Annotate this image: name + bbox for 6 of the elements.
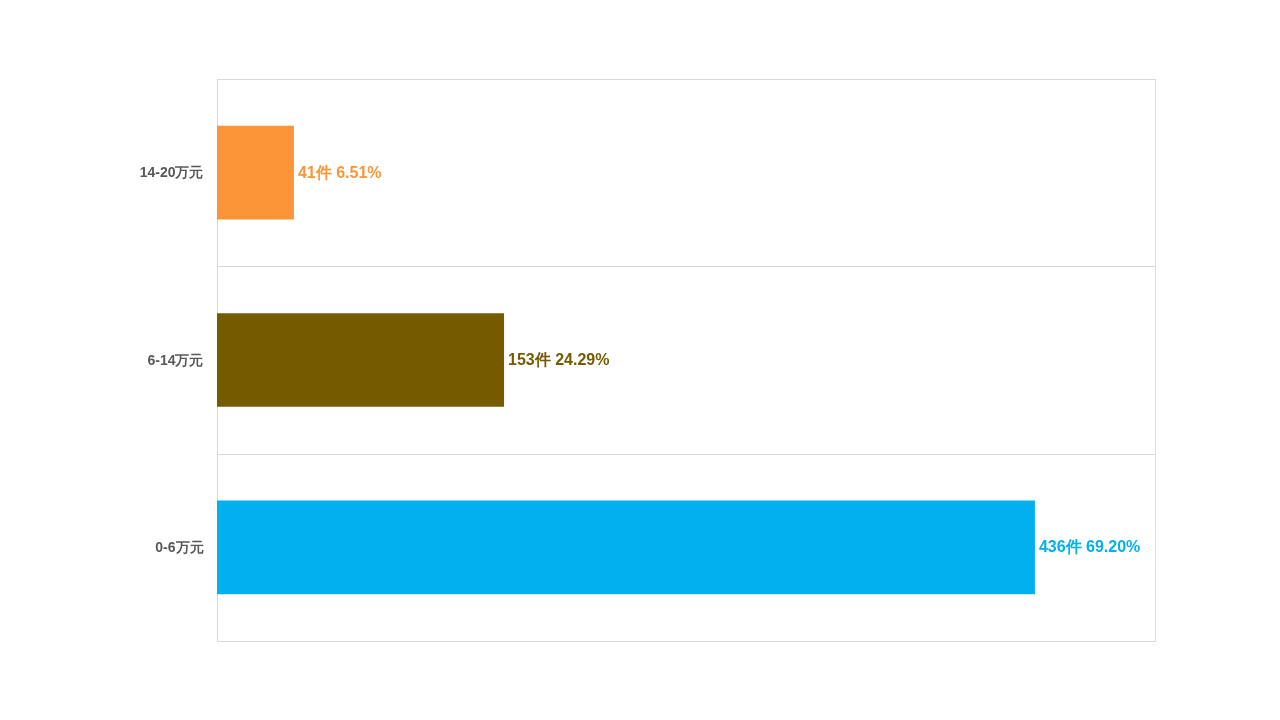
data-label: 436件 69.20% bbox=[1038, 538, 1141, 556]
y-tick-label: 0-6万元 bbox=[155, 538, 204, 555]
data-label: 41件 6.51% bbox=[297, 163, 382, 181]
y-tick-label: 6-14万元 bbox=[147, 351, 204, 368]
y-tick-label: 14-20万元 bbox=[139, 164, 204, 181]
data-label: 153件 24.29% bbox=[508, 351, 610, 368]
